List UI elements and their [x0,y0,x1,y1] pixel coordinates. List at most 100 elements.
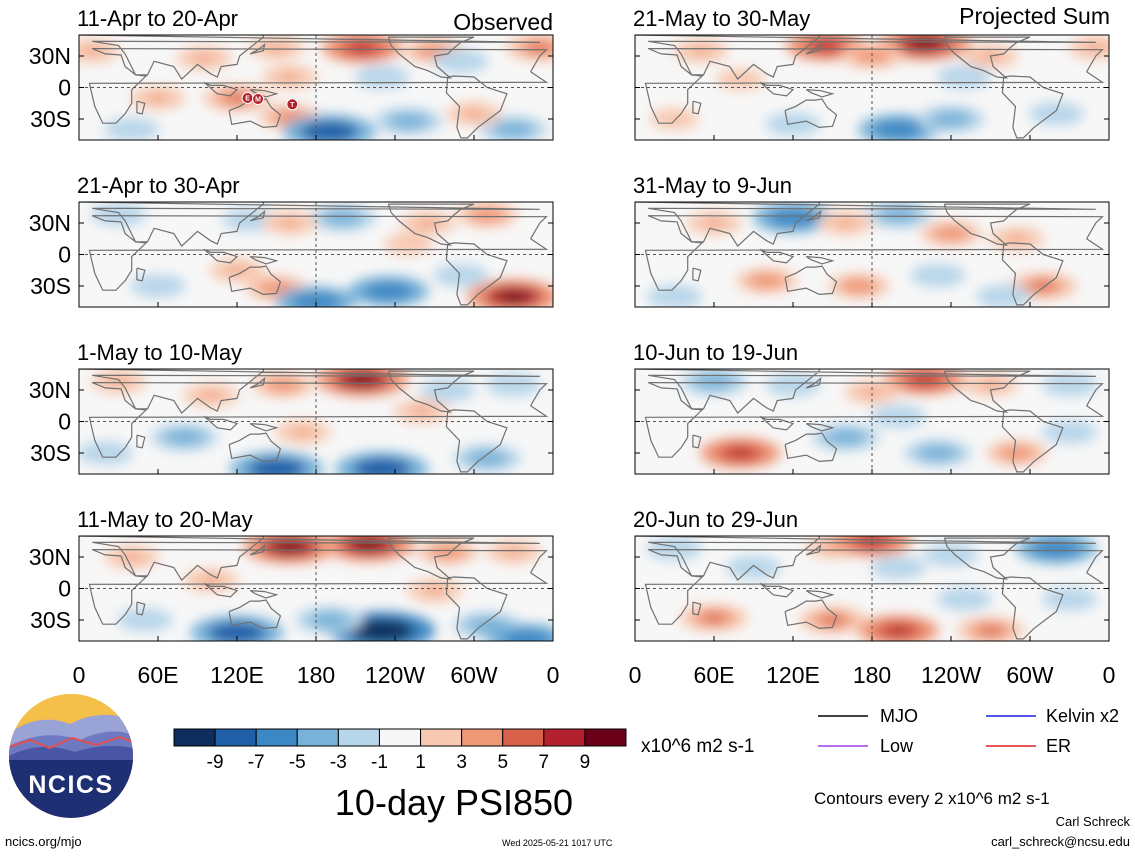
coastline [88,548,549,625]
x-tick-label: 60E [138,662,179,688]
anomaly-core [1006,448,1027,458]
coastline [249,423,279,432]
anomaly-core [303,296,329,307]
anomaly-core [347,374,378,385]
coastline [387,370,475,413]
coastline [79,536,540,582]
anomaly-core [331,213,354,223]
anomaly-core [940,114,962,124]
coastline [1001,576,1064,640]
panel-period-label: 11-Apr to 20-Apr [77,6,238,31]
legend-label-kelvin: Kelvin x2 [1046,706,1119,726]
coastline [784,432,838,463]
y-tick-label: 30N [29,210,71,236]
anomaly-core [1060,428,1079,436]
coastline [805,423,835,432]
coastline [387,203,475,246]
coastline [249,42,266,55]
anomaly-core [887,210,910,219]
coastline [943,203,1031,246]
anomaly-core [173,432,196,442]
panel-1-2: 10-Jun to 19-Jun [633,340,1110,475]
coastline [943,537,1031,580]
anomaly-core [261,463,292,474]
legend: MJO Kelvin x2 Low ER [818,706,1119,756]
coastline [805,89,835,98]
anomaly-core [859,536,885,547]
anomaly-core [727,448,754,458]
anomaly-core [1043,543,1070,554]
anomaly-core [267,43,286,52]
coastline [784,265,838,296]
column-header-observed: Observed [453,9,553,35]
anomaly-core [703,613,725,623]
anomaly-core [280,73,299,81]
y-tick-label: 0 [58,242,71,268]
anomaly-core [994,292,1013,301]
coastline [249,209,266,222]
anomaly-core [1060,595,1079,603]
coastline [228,432,282,463]
coastline [249,543,266,556]
panel-0-0: E M T 30N 0 30S 11-Apr to 20-Apr [29,6,554,141]
coastline [805,543,822,556]
anomaly-core [979,626,1002,635]
y-tick-label: 30S [30,273,71,299]
coastline [249,590,279,599]
coastline [692,434,702,449]
x-tick-label: 0 [1103,662,1116,688]
contours-note: Contours every 2 x10^6 m2 s-1 [814,789,1050,808]
anomaly-core [848,281,869,291]
coastline [228,599,282,630]
panel-period-label: 20-Jun to 29-Jun [633,507,798,532]
y-tick-label: 0 [58,75,71,101]
anomaly-core [294,428,312,436]
colorbar-swatch [543,728,586,747]
colorbar-swatch [378,728,422,747]
colorbar-swatch [173,728,216,747]
anomaly-core [955,73,973,81]
panel-0-2: 30N 0 30S 1-May to 10-May [29,340,554,475]
footer-url: ncics.org/mjo [5,834,82,849]
anomaly-core [412,407,431,415]
colorbar-swatch [584,728,627,747]
coastline [759,81,795,97]
coastline [203,81,239,97]
panel-period-label: 1-May to 10-May [77,340,242,365]
author-name: Carl Schreck [1056,814,1131,829]
y-tick-label: 0 [58,576,71,602]
anomaly-core [364,624,399,637]
x-tick-label: 180 [853,662,891,688]
y-tick-label: 30N [29,544,71,570]
anomaly-core [452,57,470,65]
wave-marker [252,93,265,106]
anomaly-core [502,125,525,134]
colorbar-swatch [296,728,339,747]
coastline [88,382,549,458]
colorbar-tick-label: 5 [497,752,508,773]
coastline [644,548,1105,625]
anomaly-core [1060,381,1079,389]
anomaly-core [821,615,844,625]
anomaly-core [666,115,683,123]
coastline [203,415,239,431]
anomaly-core [955,595,973,603]
coastline [249,89,279,98]
colorbar-tick-label: 7 [539,752,550,773]
anomaly-core [465,110,483,118]
coastline [203,248,239,264]
coastline [805,590,835,599]
coastline [635,369,1096,415]
y-tick-label: 30N [29,43,71,69]
anomaly-core [863,388,881,396]
anomaly-core [318,615,341,625]
panel-period-label: 21-May to 30-May [633,6,810,31]
x-tick-label: 60W [1006,662,1054,688]
anomaly-core [400,240,416,248]
colorbar-tick-label: -9 [207,752,224,773]
colorbar-swatch [461,728,504,747]
panel-period-label: 11-May to 20-May [77,507,253,532]
coastline [784,98,838,129]
coastline [203,582,239,598]
anomaly-core [425,586,444,595]
